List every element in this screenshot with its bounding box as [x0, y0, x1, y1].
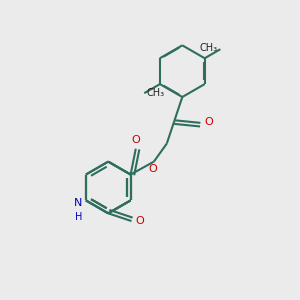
Text: CH₃: CH₃	[147, 88, 165, 98]
Text: H: H	[75, 212, 82, 222]
Text: O: O	[148, 164, 157, 174]
Text: O: O	[135, 216, 144, 226]
Text: CH₃: CH₃	[200, 43, 218, 53]
Text: N: N	[74, 198, 82, 208]
Text: O: O	[131, 135, 140, 145]
Text: O: O	[204, 117, 213, 127]
